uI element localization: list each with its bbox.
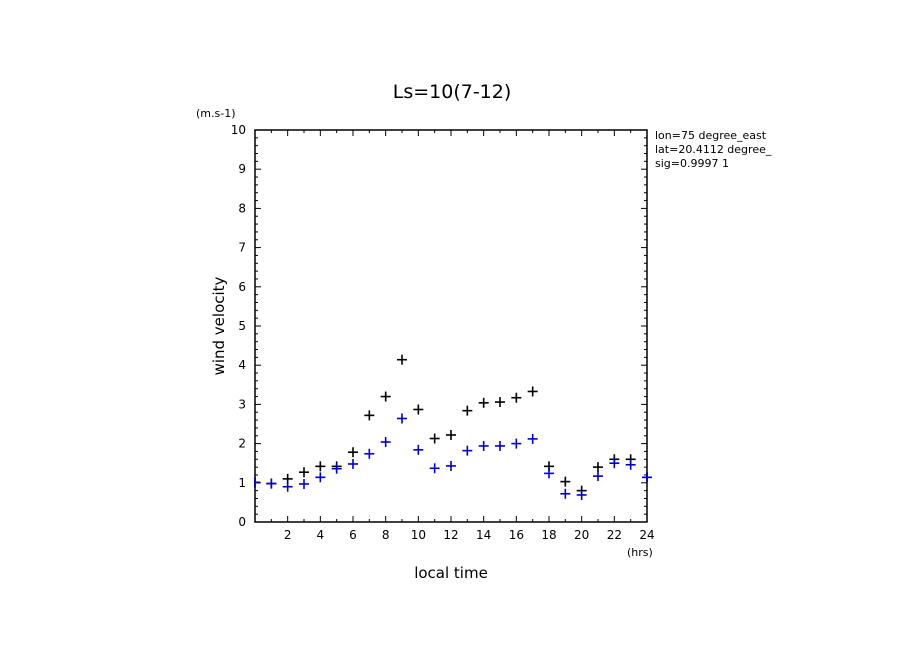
data-point-series-2: [642, 472, 652, 483]
data-point-series-1: [348, 447, 358, 458]
data-point-series-2: [266, 478, 277, 489]
data-point-series-2: [380, 437, 391, 448]
data-point-series-1: [299, 467, 309, 478]
x-tick-label: 4: [317, 528, 325, 542]
x-tick-label: 22: [607, 528, 622, 542]
data-point-series-2: [495, 440, 505, 451]
data-point-series-2: [609, 458, 620, 469]
data-point-series-1: [560, 476, 571, 487]
data-point-series-2: [625, 459, 636, 470]
y-tick-label: 5: [238, 319, 246, 333]
data-markers: [254, 354, 652, 500]
data-point-series-2: [254, 477, 260, 488]
y-tick-label: 6: [238, 280, 246, 294]
data-point-series-2: [413, 444, 424, 455]
data-point-series-2: [560, 488, 571, 499]
data-point-series-2: [315, 472, 326, 483]
y-tick-label: 4: [238, 358, 246, 372]
data-point-series-2: [282, 481, 293, 492]
data-point-series-2: [511, 438, 522, 449]
data-point-series-1: [462, 405, 473, 416]
x-tick-label: 12: [443, 528, 458, 542]
data-point-series-2: [429, 463, 440, 474]
y-tick-label: 8: [238, 201, 246, 215]
data-point-series-2: [348, 458, 358, 469]
data-point-series-2: [364, 448, 375, 459]
x-tick-label: 24: [639, 528, 654, 542]
y-tick-label: 9: [238, 162, 246, 176]
x-tick-label: 16: [509, 528, 524, 542]
chart-title: Ls=10(7-12): [393, 81, 512, 103]
y-tick-label: 2: [238, 437, 246, 451]
x-tick-label: 6: [349, 528, 357, 542]
data-point-series-2: [462, 445, 473, 456]
data-point-series-2: [478, 440, 489, 451]
data-point-series-1: [315, 461, 326, 472]
data-point-series-1: [478, 397, 489, 408]
data-point-series-1: [527, 386, 538, 397]
data-point-series-2: [397, 413, 407, 424]
data-point-series-1: [429, 433, 440, 444]
data-point-series-1: [397, 354, 407, 365]
x-tick-label: 14: [476, 528, 491, 542]
y-tick-label: 1: [238, 476, 246, 490]
x-tick-label: 2: [284, 528, 292, 542]
data-point-series-2: [593, 471, 603, 482]
x-tick-label: 8: [382, 528, 390, 542]
data-point-series-2: [576, 489, 587, 500]
x-tick-label: 18: [541, 528, 556, 542]
y-tick-label: 10: [231, 123, 246, 137]
data-point-series-2: [527, 433, 538, 444]
x-tick-label: 20: [574, 528, 589, 542]
data-point-series-1: [364, 410, 375, 421]
data-point-series-2: [299, 478, 309, 489]
annotation-sig: sig=0.9997 1: [655, 157, 729, 170]
data-point-series-1: [511, 392, 522, 403]
data-point-series-2: [446, 460, 456, 471]
data-point-series-1: [495, 397, 505, 408]
y-tick-label: 0: [238, 515, 246, 529]
x-unit-label: (hrs): [627, 546, 653, 559]
y-tick-label: 7: [238, 241, 246, 255]
x-tick-label: 10: [411, 528, 426, 542]
annotation-lat: lat=20.4112 degree_: [655, 143, 772, 156]
data-point-series-2: [331, 463, 342, 474]
data-point-series-1: [380, 391, 391, 402]
data-point-series-2: [544, 468, 554, 479]
data-point-series-1: [413, 404, 424, 415]
y-unit-label: (m.s-1): [196, 107, 236, 120]
annotation-lon: lon=75 degree_east: [655, 129, 767, 142]
data-point-series-1: [446, 429, 456, 440]
y-axis-title: wind velocity: [210, 276, 228, 375]
x-axis-title: local time: [414, 564, 488, 582]
data-point-series-1: [593, 462, 603, 473]
y-tick-label: 3: [238, 397, 246, 411]
